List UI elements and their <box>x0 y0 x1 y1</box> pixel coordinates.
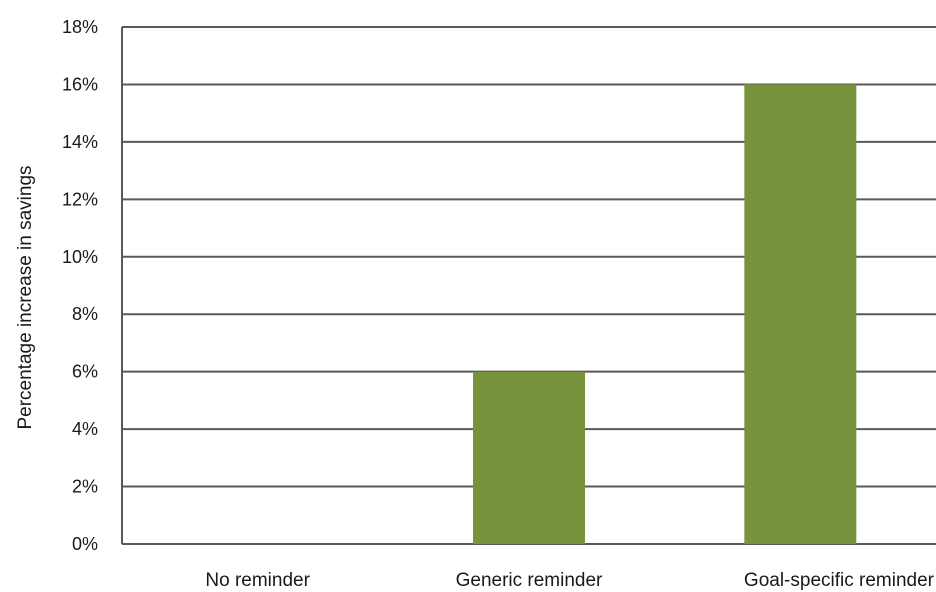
bars <box>473 84 857 544</box>
y-tick-label: 8% <box>72 304 98 324</box>
y-tick-label: 18% <box>62 17 98 37</box>
y-tick-label: 14% <box>62 132 98 152</box>
x-tick-label: Goal-specific reminder <box>744 570 935 591</box>
y-tick-label: 0% <box>72 534 98 554</box>
bar-generic-reminder <box>473 371 585 544</box>
y-tick-label: 2% <box>72 477 98 497</box>
y-tick-label: 6% <box>72 362 98 382</box>
bar-goal-specific-reminder <box>744 84 857 544</box>
y-tick-label: 12% <box>62 189 98 209</box>
x-tick-labels: No reminder Generic reminder Goal-specific… <box>205 570 934 591</box>
y-tick-label: 4% <box>72 419 98 439</box>
x-tick-label: Generic reminder <box>456 570 603 591</box>
y-tick-labels: 0% 2% 4% 6% 8% 10% 12% 14% 16% 18% <box>62 17 98 554</box>
y-tick-label: 10% <box>62 247 98 267</box>
x-tick-label: No reminder <box>205 570 310 591</box>
y-tick-label: 16% <box>62 74 98 94</box>
y-axis-label: Percentage increase in savings <box>15 165 36 429</box>
gridlines <box>122 26 936 545</box>
